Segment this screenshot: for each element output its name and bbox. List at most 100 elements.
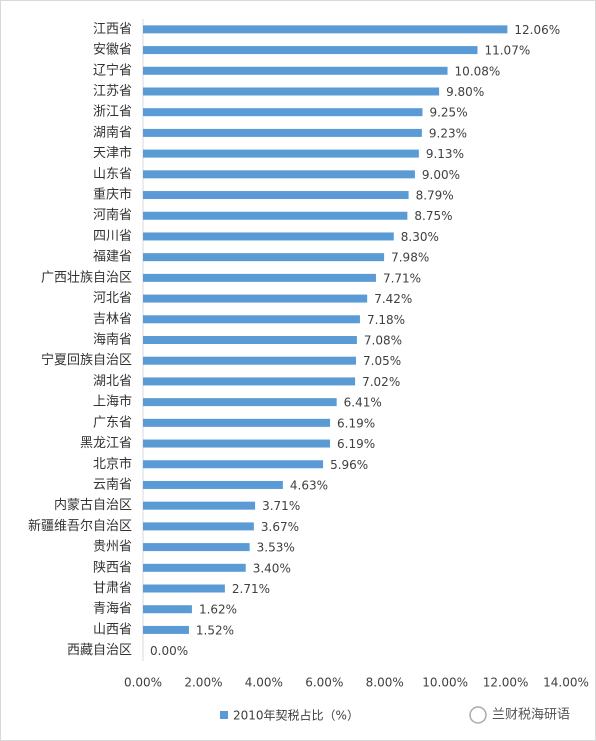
y-tick-label: 青海省: [93, 602, 132, 617]
data-label: 7.98%: [391, 251, 429, 265]
bar: [143, 294, 368, 303]
y-tick-label: 广西壮族自治区: [41, 269, 132, 285]
data-label: 7.02%: [362, 375, 400, 389]
y-tick-label: 辽宁省: [93, 62, 132, 78]
x-tick-label: 14.00%: [543, 676, 589, 690]
x-tick-label: 10.00%: [422, 676, 468, 690]
bar: [143, 253, 385, 262]
data-label: 12.06%: [514, 23, 560, 37]
y-tick-label: 甘肃省: [93, 581, 132, 596]
bar: [143, 128, 422, 137]
y-tick-label: 贵州省: [93, 540, 132, 555]
bar: [143, 87, 440, 96]
data-label: 5.96%: [330, 458, 368, 472]
y-tick-label: 云南省: [93, 476, 132, 492]
data-label: 9.00%: [422, 168, 460, 182]
data-label: 7.08%: [364, 334, 402, 348]
data-label: 6.19%: [337, 437, 375, 451]
bar: [143, 191, 409, 200]
y-tick-label: 重庆市: [93, 187, 132, 203]
bar: [143, 584, 225, 593]
data-label: 11.07%: [484, 44, 530, 58]
y-tick-label: 湖南省: [93, 124, 132, 140]
bar: [143, 377, 356, 386]
data-label: 6.41%: [344, 396, 382, 410]
y-tick-label: 黑龙江省: [80, 436, 132, 451]
x-tick-label: 12.00%: [483, 676, 529, 690]
bar: [143, 211, 408, 220]
y-tick-label: 内蒙古自治区: [54, 497, 132, 513]
bar: [143, 605, 192, 614]
data-label: 7.71%: [383, 271, 421, 285]
bar: [143, 170, 415, 179]
watermark-icon: [469, 706, 487, 724]
y-tick-label: 湖北省: [93, 374, 132, 389]
data-label: 3.40%: [253, 561, 291, 575]
bar: [143, 46, 478, 55]
bar: [143, 149, 419, 158]
y-tick-label: 广东省: [93, 415, 132, 430]
x-tick-label: 2.00%: [184, 676, 222, 690]
data-label: 8.75%: [414, 209, 452, 223]
y-tick-label: 江苏省: [93, 83, 132, 99]
data-label: 10.08%: [455, 64, 501, 78]
bar: [143, 232, 394, 241]
data-label: 9.25%: [429, 106, 467, 120]
bar: [143, 543, 250, 552]
bar: [143, 480, 283, 489]
data-label: 3.67%: [261, 520, 299, 534]
watermark: 兰财税海研语: [492, 708, 570, 723]
data-label: 3.53%: [257, 541, 295, 555]
y-tick-label: 河南省: [93, 207, 132, 223]
y-tick-label: 吉林省: [93, 312, 132, 327]
bar: [143, 66, 448, 75]
x-tick-label: 6.00%: [305, 676, 343, 690]
data-label: 7.05%: [363, 354, 401, 368]
y-tick-label: 福建省: [93, 250, 132, 265]
bar: [143, 398, 337, 407]
y-tick-label: 安徽省: [93, 43, 132, 58]
y-tick-label: 江西省: [93, 22, 132, 37]
bar: [143, 336, 357, 344]
y-tick-label: 北京市: [93, 456, 132, 472]
legend-swatch: [220, 711, 228, 719]
bar: [143, 625, 189, 634]
y-tick-label: 海南省: [93, 332, 132, 348]
x-tick-label: 8.00%: [366, 676, 404, 690]
data-label: 9.80%: [446, 85, 484, 99]
bar: [143, 25, 508, 34]
bar: [143, 439, 331, 448]
y-tick-label: 新疆维吾尔自治区: [28, 518, 132, 534]
bar: [143, 522, 254, 531]
y-tick-label: 山东省: [93, 167, 132, 182]
data-label: 2.71%: [232, 582, 270, 596]
data-label: 8.79%: [416, 189, 454, 203]
data-label: 1.62%: [199, 603, 237, 617]
bar: [143, 315, 360, 324]
y-tick-label: 河北省: [93, 291, 132, 306]
data-label: 7.18%: [367, 313, 405, 327]
y-tick-label: 上海市: [93, 394, 132, 410]
data-label: 3.71%: [262, 499, 300, 513]
data-label: 7.42%: [374, 292, 412, 306]
data-label: 6.19%: [337, 416, 375, 430]
data-label: 9.23%: [429, 126, 467, 140]
x-tick-label: 4.00%: [245, 676, 283, 690]
bar: [143, 356, 357, 365]
y-tick-label: 山西省: [93, 622, 132, 637]
data-label: 4.63%: [290, 478, 328, 492]
bar: [143, 501, 256, 510]
bar: [143, 460, 324, 469]
data-label: 1.52%: [196, 623, 234, 637]
bar: [143, 563, 246, 572]
bar: [143, 418, 331, 427]
y-tick-label: 宁夏回族自治区: [41, 352, 132, 368]
bar: [143, 273, 376, 282]
y-tick-label: 陕西省: [93, 560, 132, 575]
data-label: 0.00%: [150, 644, 188, 658]
bar: [143, 108, 423, 117]
legend-label: 2010年契税占比（%）: [233, 708, 359, 723]
y-tick-label: 天津市: [93, 145, 132, 161]
